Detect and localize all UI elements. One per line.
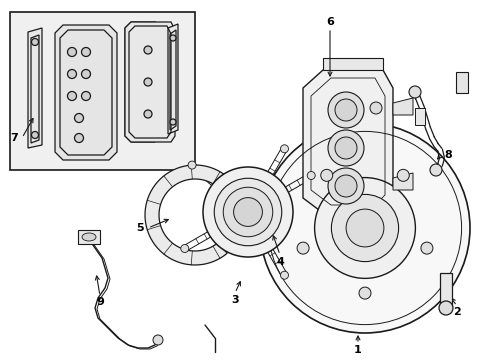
Circle shape bbox=[81, 69, 90, 78]
Ellipse shape bbox=[82, 233, 96, 241]
Circle shape bbox=[181, 244, 188, 252]
Circle shape bbox=[74, 113, 83, 122]
Circle shape bbox=[280, 145, 288, 153]
Circle shape bbox=[420, 242, 432, 254]
Circle shape bbox=[67, 48, 76, 57]
Circle shape bbox=[143, 110, 152, 118]
Circle shape bbox=[396, 169, 408, 181]
Circle shape bbox=[334, 137, 356, 159]
Text: 2: 2 bbox=[452, 307, 460, 317]
Polygon shape bbox=[125, 22, 175, 142]
Circle shape bbox=[438, 301, 452, 315]
Polygon shape bbox=[392, 173, 412, 190]
Circle shape bbox=[306, 171, 315, 180]
Circle shape bbox=[81, 91, 90, 100]
Circle shape bbox=[327, 168, 363, 204]
Circle shape bbox=[334, 175, 356, 197]
Text: 7: 7 bbox=[10, 133, 18, 143]
Circle shape bbox=[408, 86, 420, 98]
Circle shape bbox=[153, 335, 163, 345]
Polygon shape bbox=[303, 70, 392, 213]
Polygon shape bbox=[392, 98, 412, 115]
Circle shape bbox=[143, 78, 152, 86]
Circle shape bbox=[297, 242, 308, 254]
Circle shape bbox=[143, 46, 152, 54]
Polygon shape bbox=[455, 72, 467, 93]
Circle shape bbox=[327, 130, 363, 166]
Circle shape bbox=[223, 187, 272, 237]
Polygon shape bbox=[28, 28, 42, 148]
Circle shape bbox=[74, 134, 83, 143]
Circle shape bbox=[331, 194, 398, 262]
Circle shape bbox=[260, 123, 469, 333]
Circle shape bbox=[320, 169, 332, 181]
Text: 3: 3 bbox=[231, 295, 238, 305]
Circle shape bbox=[327, 92, 363, 128]
Circle shape bbox=[67, 91, 76, 100]
Circle shape bbox=[214, 178, 281, 246]
Polygon shape bbox=[323, 58, 382, 70]
Circle shape bbox=[31, 131, 39, 139]
Text: 6: 6 bbox=[325, 17, 333, 27]
Bar bbox=[10, 12, 195, 170]
Polygon shape bbox=[439, 273, 451, 306]
Polygon shape bbox=[145, 165, 226, 265]
Polygon shape bbox=[55, 25, 117, 160]
Circle shape bbox=[334, 99, 356, 121]
Polygon shape bbox=[414, 108, 424, 125]
Circle shape bbox=[233, 198, 262, 226]
Circle shape bbox=[31, 39, 39, 45]
Circle shape bbox=[81, 48, 90, 57]
Circle shape bbox=[170, 35, 176, 41]
Polygon shape bbox=[125, 22, 155, 142]
Circle shape bbox=[358, 287, 370, 299]
Circle shape bbox=[429, 164, 441, 176]
Circle shape bbox=[346, 209, 383, 247]
Polygon shape bbox=[78, 230, 100, 244]
Text: 5: 5 bbox=[136, 223, 143, 233]
Circle shape bbox=[188, 161, 196, 169]
Circle shape bbox=[170, 119, 176, 125]
Text: 9: 9 bbox=[96, 297, 104, 307]
Circle shape bbox=[280, 271, 288, 279]
Polygon shape bbox=[168, 24, 178, 134]
Circle shape bbox=[67, 69, 76, 78]
Circle shape bbox=[203, 167, 292, 257]
Text: 8: 8 bbox=[443, 150, 451, 160]
Text: 1: 1 bbox=[353, 345, 361, 355]
Text: 4: 4 bbox=[276, 257, 284, 267]
Circle shape bbox=[369, 102, 381, 114]
Circle shape bbox=[314, 177, 414, 278]
